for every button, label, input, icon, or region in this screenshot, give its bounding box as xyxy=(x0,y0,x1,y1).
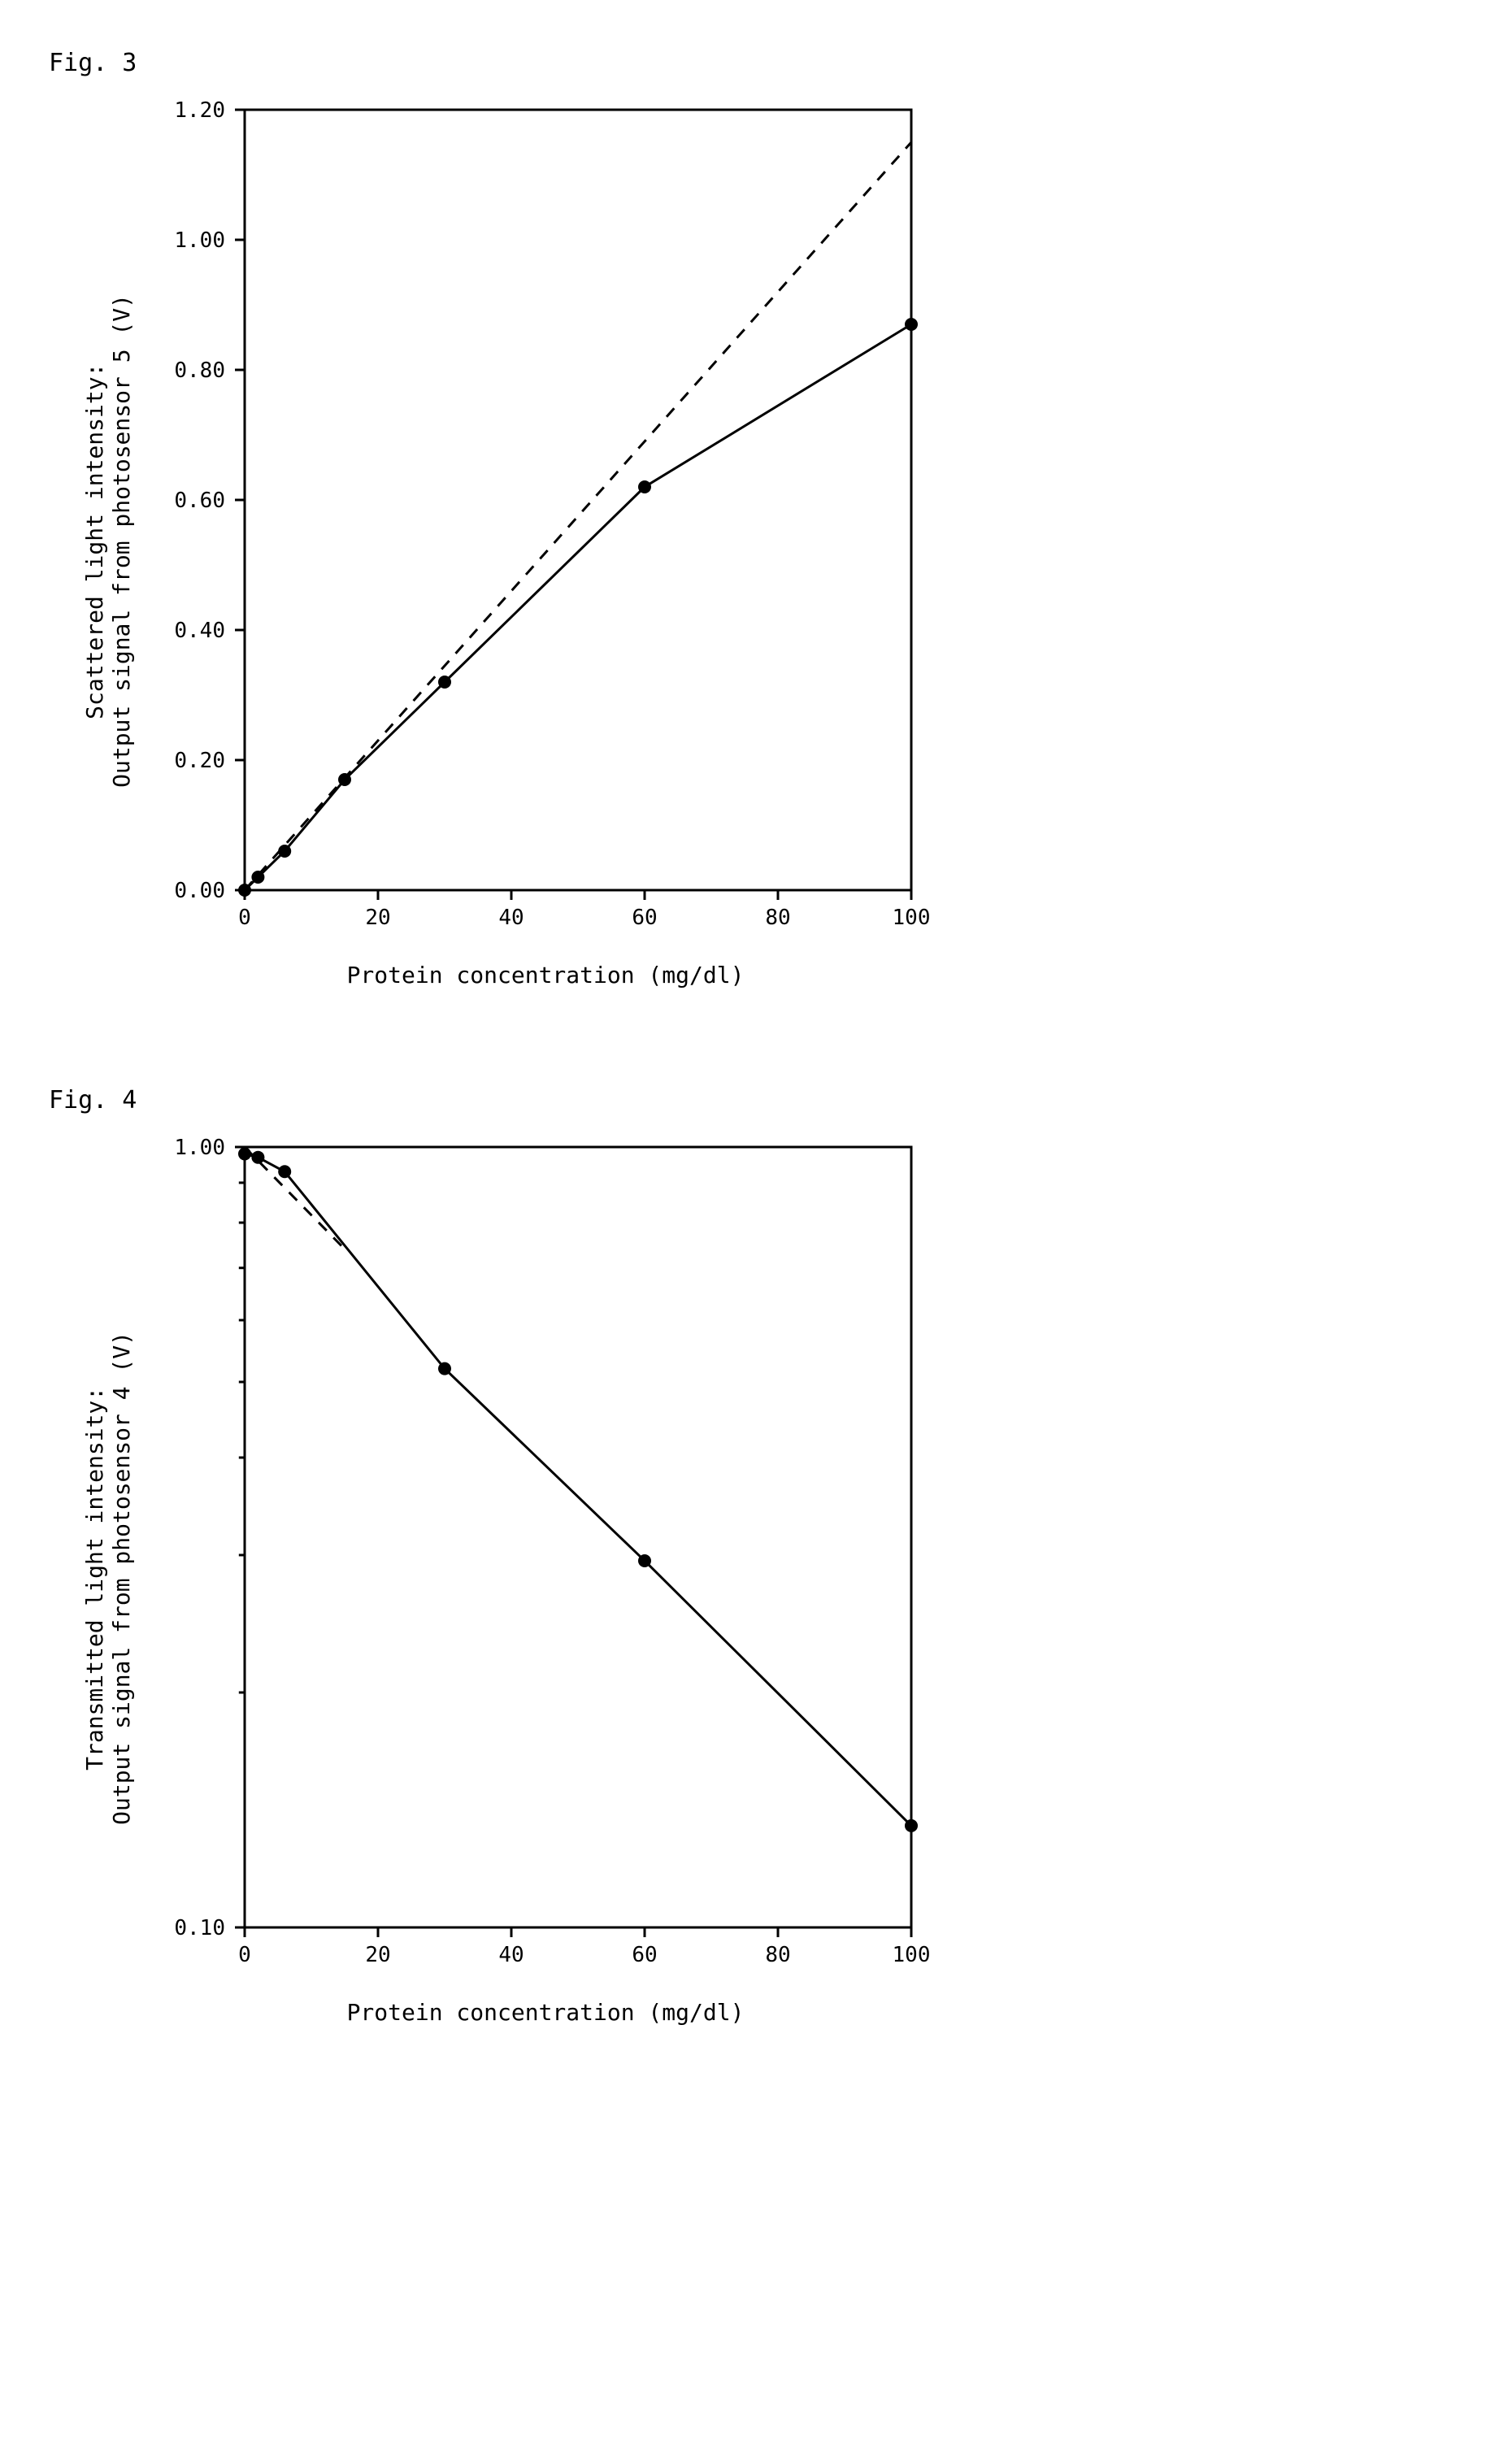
svg-text:0.60: 0.60 xyxy=(174,489,225,513)
fig3-plot: 0 20 40 60 80 100 0.00 0.20 0.40 0.60 0.80 1.00 1.20 xyxy=(155,93,936,947)
fig4-label: Fig. 4 xyxy=(49,1086,1463,1115)
svg-text:20: 20 xyxy=(365,1943,390,1967)
svg-text:0.00: 0.00 xyxy=(174,879,225,903)
svg-text:100: 100 xyxy=(893,906,931,930)
svg-text:0: 0 xyxy=(238,906,251,930)
fig4-chart-area: 0 20 40 60 80 100 0.10 1.00 Protein concentrati… xyxy=(155,1131,936,2026)
svg-text:20: 20 xyxy=(365,906,390,930)
svg-text:80: 80 xyxy=(765,1943,790,1967)
svg-text:1.20: 1.20 xyxy=(174,98,225,123)
svg-text:80: 80 xyxy=(765,906,790,930)
fig4-plot: 0 20 40 60 80 100 0.10 1.00 xyxy=(155,1131,936,1984)
fig3-ylabel: Scattered light intensity: Output signal… xyxy=(81,294,135,788)
svg-text:100: 100 xyxy=(893,1943,931,1967)
svg-text:0.20: 0.20 xyxy=(174,749,225,773)
fig3-label: Fig. 3 xyxy=(49,49,1463,77)
svg-text:1.00: 1.00 xyxy=(174,1136,225,1160)
fig4-ylabel-container: Transmitted light intensity: Output sign… xyxy=(81,1332,135,1825)
fig4-ylabel: Transmitted light intensity: Output sign… xyxy=(81,1332,135,1825)
svg-text:0.80: 0.80 xyxy=(174,358,225,383)
figure-4-container: Fig. 4 Transmitted light intensity: Outp… xyxy=(49,1086,1463,2026)
fig3-chart-area: 0 20 40 60 80 100 0.00 0.20 0.40 0.60 0.80 1.00 1.20… xyxy=(155,93,936,989)
svg-text:40: 40 xyxy=(498,1943,524,1967)
fig3-chart-wrapper: Scattered light intensity: Output signal… xyxy=(81,93,1463,989)
fig4-xlabel: Protein concentration (mg/dl) xyxy=(347,1999,745,2026)
svg-text:60: 60 xyxy=(632,906,657,930)
svg-text:60: 60 xyxy=(632,1943,657,1967)
svg-text:0.10: 0.10 xyxy=(174,1916,225,1940)
svg-text:0.40: 0.40 xyxy=(174,619,225,643)
svg-text:0: 0 xyxy=(238,1943,251,1967)
svg-text:40: 40 xyxy=(498,906,524,930)
fig3-xlabel: Protein concentration (mg/dl) xyxy=(347,962,745,989)
svg-text:1.00: 1.00 xyxy=(174,228,225,253)
figure-3-container: Fig. 3 Scattered light intensity: Output… xyxy=(49,49,1463,989)
fig3-ylabel-container: Scattered light intensity: Output signal… xyxy=(81,294,135,788)
fig4-chart-wrapper: Transmitted light intensity: Output sign… xyxy=(81,1131,1463,2026)
